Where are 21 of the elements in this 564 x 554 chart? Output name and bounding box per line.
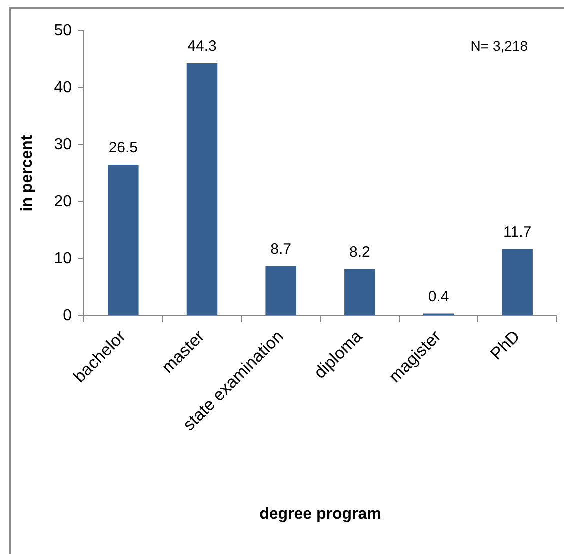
data-label: 8.2	[349, 244, 370, 261]
y-tick-label: 30	[54, 136, 72, 154]
x-tick-label: PhD	[486, 326, 524, 364]
data-label: 44.3	[188, 38, 217, 56]
x-axis-title: degree program	[260, 506, 382, 523]
bar	[186, 63, 218, 316]
y-axis-title: in percent	[19, 134, 36, 212]
data-label: 8.7	[270, 241, 292, 258]
bar	[502, 249, 533, 316]
data-label: 0.4	[428, 288, 450, 306]
y-tick-label: 10	[54, 250, 72, 268]
y-tick-label: 50	[54, 22, 72, 40]
y-tick-label: 20	[54, 193, 72, 210]
annotation: N= 3,218	[470, 38, 528, 54]
data-label: 11.7	[504, 224, 532, 241]
data-label: 26.5	[108, 140, 138, 157]
bar	[344, 269, 376, 316]
y-tick-label: 0	[63, 307, 72, 324]
bar	[108, 164, 139, 316]
bar	[266, 266, 296, 316]
y-tick-label: 40	[54, 79, 72, 96]
